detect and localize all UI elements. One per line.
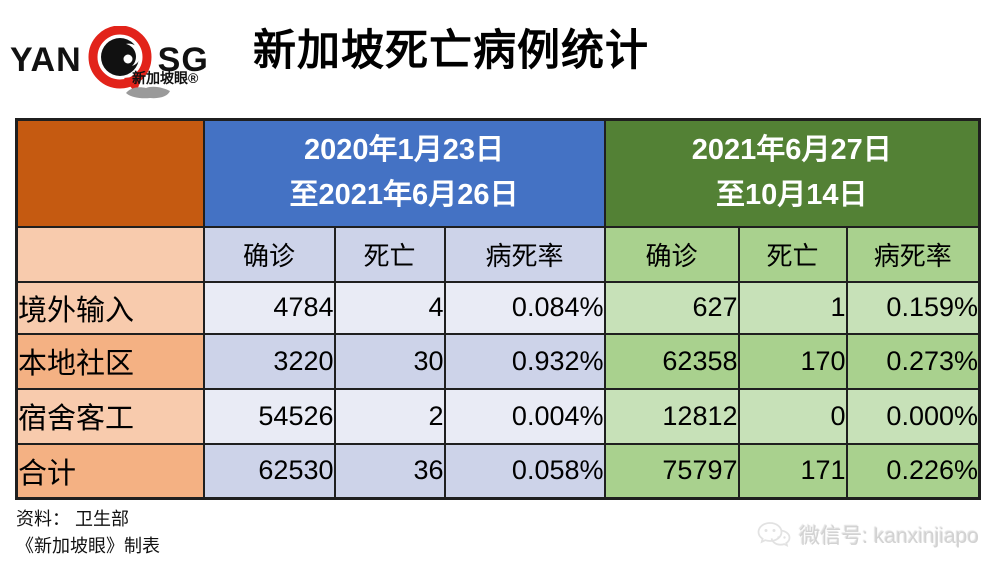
cell-value: 0.004%: [443, 387, 606, 445]
period2-line2: 至10月14日: [715, 179, 868, 212]
period2-line1: 2021年6月27日: [691, 134, 892, 167]
period1-line2: 至2021年6月26日: [289, 179, 519, 212]
table-row-imported: 境外输入 4784 4 0.084% 627 1 0.159%: [15, 280, 981, 335]
singapore-map-icon: [122, 84, 174, 100]
yan-sg-logo: YAN SG 新加坡眼®: [10, 6, 240, 102]
eye-speech-bubble-icon: [84, 25, 156, 98]
page-title: 新加坡死亡病例统计: [253, 27, 649, 75]
cell-value: 2: [333, 387, 446, 445]
subheader-cfr-p2: 病死率: [845, 225, 981, 283]
period2-header: 2021年6月27日 至10月14日: [603, 118, 981, 228]
row-label: 合计: [15, 442, 205, 500]
cell-value: 0.932%: [443, 332, 606, 390]
table-row-total: 合计 62530 36 0.058% 75797 171 0.226%: [15, 442, 981, 500]
subheader-deaths-p1: 死亡: [333, 225, 446, 283]
wechat-icon: [757, 521, 791, 549]
source-note: 资料： 卫生部 《新加坡眼》制表: [16, 506, 160, 560]
table-row-community: 本地社区 3220 30 0.932% 62358 170 0.273%: [15, 332, 981, 390]
cell-value: 4784: [202, 280, 336, 335]
cell-value: 0.000%: [845, 387, 981, 445]
cell-value: 3220: [202, 332, 336, 390]
cell-value: 0.058%: [443, 442, 606, 500]
cell-value: 36: [333, 442, 446, 500]
row-label: 宿舍客工: [15, 387, 205, 445]
cell-value: 0.159%: [845, 280, 981, 335]
row-label: 本地社区: [15, 332, 205, 390]
cell-value: 0.273%: [845, 332, 981, 390]
subheader-confirmed-p1: 确诊: [202, 225, 336, 283]
source-line: 资料： 卫生部: [16, 509, 130, 529]
cell-value: 12812: [603, 387, 740, 445]
cell-value: 171: [737, 442, 848, 500]
credit-line: 《新加坡眼》制表: [16, 536, 160, 556]
cell-value: 0: [737, 387, 848, 445]
subheader-cfr-p1: 病死率: [443, 225, 606, 283]
wechat-id-text: 微信号: kanxinjiapo: [799, 525, 979, 548]
cell-value: 30: [333, 332, 446, 390]
period1-line1: 2020年1月23日: [304, 134, 504, 167]
cell-value: 54526: [202, 387, 336, 445]
logo-text-yan: YAN: [10, 40, 82, 79]
subheader-confirmed-p2: 确诊: [603, 225, 740, 283]
row-label: 境外输入: [15, 280, 205, 335]
wechat-watermark: 微信号: kanxinjiapo: [757, 520, 979, 550]
cell-value: 0.084%: [443, 280, 606, 335]
cell-value: 627: [603, 280, 740, 335]
cell-value: 1: [737, 280, 848, 335]
cell-value: 62358: [603, 332, 740, 390]
table-row-dormitory: 宿舍客工 54526 2 0.004% 12812 0 0.000%: [15, 387, 981, 445]
cell-value: 4: [333, 280, 446, 335]
logo-chinese-name: 新加坡眼®: [132, 70, 199, 86]
period1-header: 2020年1月23日 至2021年6月26日: [202, 118, 606, 228]
subheader-deaths-p2: 死亡: [737, 225, 848, 283]
cell-value: 0.226%: [845, 442, 981, 500]
subheader-empty-cell: [15, 225, 205, 283]
table-corner-cell: [15, 118, 205, 228]
cell-value: 62530: [202, 442, 336, 500]
logo-text-sg: SG: [157, 40, 209, 79]
cell-value: 75797: [603, 442, 740, 500]
death-statistics-table: 2020年1月23日 至2021年6月26日 2021年6月27日 至10月14…: [15, 118, 981, 500]
cell-value: 170: [737, 332, 848, 390]
page-header: YAN SG 新加坡眼® 新加坡死亡病例统计: [0, 0, 991, 110]
